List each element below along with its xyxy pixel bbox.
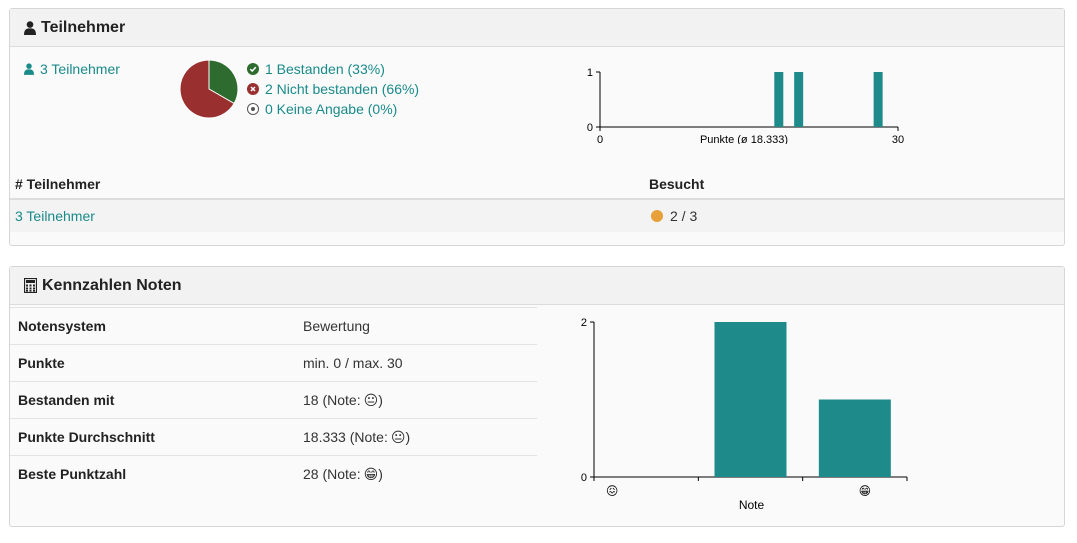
participants-link[interactable]: 3 Teilnehmer [24, 61, 120, 77]
grade-row-value: min. 0 / max. 30 [303, 355, 403, 371]
neutral-face-icon: 😐 [390, 428, 406, 445]
participants-panel-header: Teilnehmer [10, 9, 1064, 47]
histogram-bar [794, 72, 804, 127]
grade-row-passed-with: Bestanden mit 18 (Note: 😐 ) [10, 381, 537, 418]
grade-row-label: Beste Punktzahl [18, 466, 127, 482]
status-dot-icon [651, 210, 663, 222]
grade-row-best-score: Beste Punktzahl 28 (Note: 😁 ) [10, 455, 537, 492]
participants-panel: Teilnehmer 3 Teilnehmer 1 Bestanden (33%… [9, 8, 1065, 246]
grade-row-value: Bewertung [303, 318, 370, 334]
y-tick-label: 0 [587, 122, 593, 134]
check-circle-icon [247, 63, 259, 75]
grade-row-points-average: Punkte Durchschnitt 18.333 (Note: 😐 ) [10, 418, 537, 455]
grade-row-label: Notensystem [18, 318, 106, 334]
legend-passed-label: 1 Bestanden (33%) [265, 61, 385, 77]
x-tick-label: 😖 [606, 484, 619, 498]
grades-panel-title: Kennzahlen Noten [42, 276, 182, 294]
grade-row-value: 18 (Note: 😐 ) [303, 391, 383, 409]
col-header-participants[interactable]: # Teilnehmer [15, 176, 101, 192]
status-pie-chart [179, 59, 239, 119]
col-header-visited[interactable]: Besucht [649, 176, 705, 192]
grade-row-label: Punkte [18, 355, 65, 371]
user-icon [24, 63, 34, 75]
visited-status: 2 / 3 [651, 208, 697, 224]
x-tick-label: 30 [892, 134, 904, 144]
pie-slice-failed [179, 59, 235, 119]
grade-bar [714, 322, 787, 477]
grade-row-label: Punkte Durchschnitt [18, 429, 155, 445]
row-participants-link[interactable]: 3 Teilnehmer [15, 208, 95, 224]
x-tick-label: 0 [597, 134, 603, 144]
histogram-bar [873, 72, 883, 127]
neutral-face-icon: 😐 [363, 391, 379, 408]
grades-panel: Kennzahlen Noten Notensystem Bewertung P… [9, 266, 1065, 527]
grades-panel-header: Kennzahlen Noten [10, 267, 1064, 305]
table-row: 3 Teilnehmer 2 / 3 [10, 200, 1064, 232]
calculator-icon [24, 278, 37, 293]
user-icon [24, 20, 36, 35]
x-axis-label: Note [739, 498, 765, 512]
visited-value: 2 / 3 [670, 208, 698, 224]
status-legend: 1 Bestanden (33%) 2 Nicht bestanden (66%… [247, 59, 419, 119]
x-axis-label: Punkte (ø 18.333) [700, 134, 788, 144]
grade-row-label: Bestanden mit [18, 392, 115, 408]
table-header-divider [10, 198, 1064, 200]
legend-failed-label: 2 Nicht bestanden (66%) [265, 81, 420, 97]
grade-distribution-chart: 2 0 😖 😁 Note [581, 317, 908, 512]
y-tick-label: 1 [587, 67, 593, 79]
x-circle-icon [247, 83, 259, 95]
participants-link-label: 3 Teilnehmer [40, 61, 120, 77]
participants-panel-title: Teilnehmer [41, 18, 126, 36]
grade-row-value: 28 (Note: 😁 ) [303, 465, 383, 483]
legend-failed[interactable]: 2 Nicht bestanden (66%) [247, 79, 419, 99]
dot-circle-icon [247, 103, 259, 115]
legend-none[interactable]: 0 Keine Angabe (0%) [247, 99, 419, 119]
grinning-face-icon: 😁 [363, 465, 379, 482]
y-tick-label: 0 [581, 472, 587, 484]
histogram-bar [774, 72, 784, 127]
grade-row-value: 18.333 (Note: 😐 ) [303, 428, 411, 446]
grade-row-points: Punkte min. 0 / max. 30 [10, 344, 537, 381]
grade-row-grading-system: Notensystem Bewertung [10, 307, 537, 344]
grade-bar [818, 399, 891, 477]
legend-passed[interactable]: 1 Bestanden (33%) [247, 59, 419, 79]
x-tick-label: 😁 [859, 484, 872, 498]
legend-none-label: 0 Keine Angabe (0%) [265, 101, 398, 117]
y-tick-label: 2 [581, 317, 587, 329]
points-histogram: 1 00 30 Punkte (ø 18.333) [587, 67, 904, 144]
